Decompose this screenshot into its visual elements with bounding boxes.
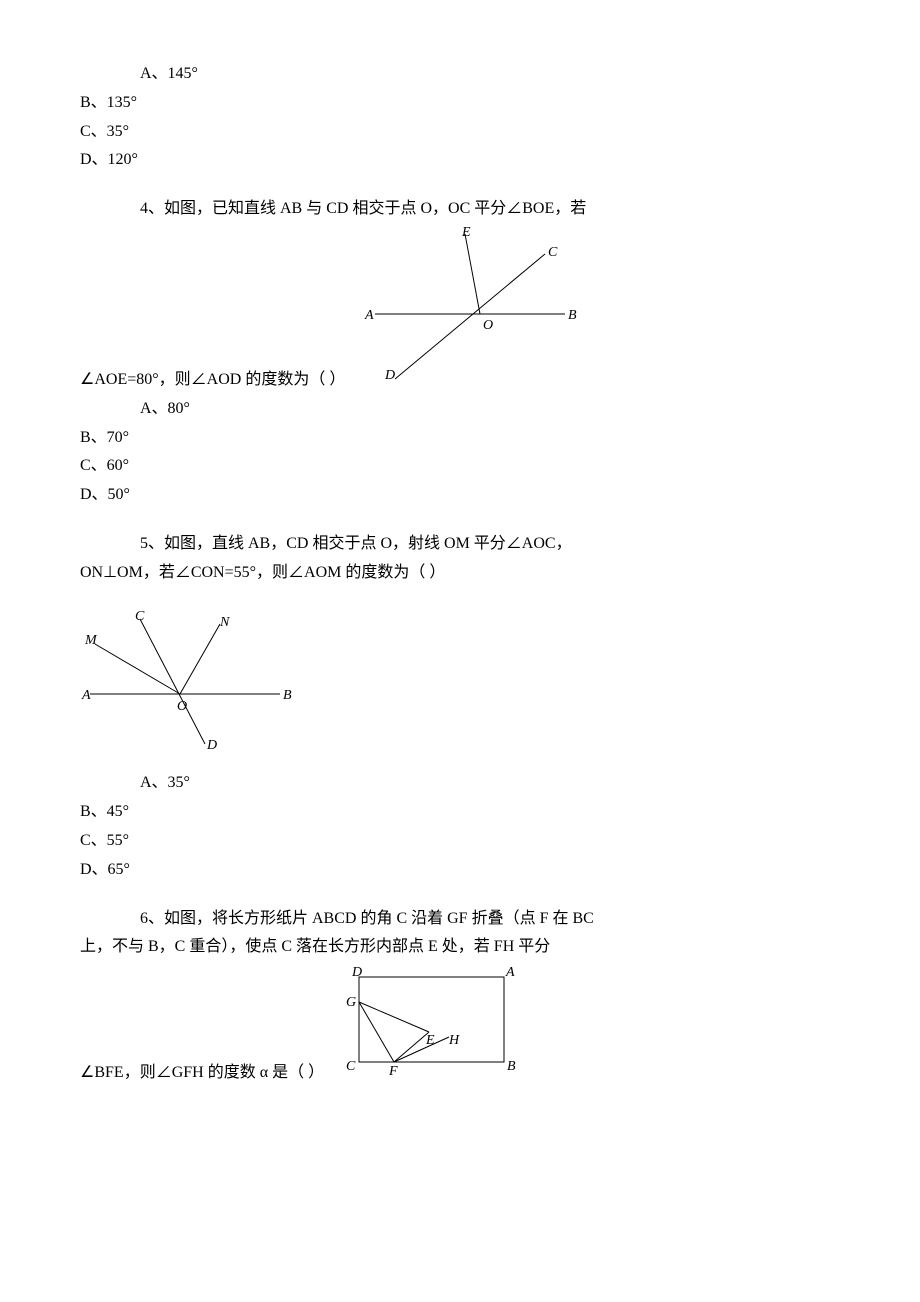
- q4-option-b: B、70°: [80, 424, 840, 453]
- q6-label-g: G: [346, 995, 356, 1010]
- q6-label-a: A: [505, 965, 515, 980]
- q6-text-line2: 上，不与 B，C 重合），使点 C 落在长方形内部点 E 处，若 FH 平分: [80, 933, 840, 962]
- q4-option-a: A、80°: [140, 395, 840, 424]
- q4-label-c: C: [548, 245, 558, 260]
- q5-label-d: D: [206, 738, 217, 753]
- q6-label-b: B: [507, 1059, 516, 1074]
- q6-label-f: F: [388, 1064, 398, 1077]
- q4-label-o: O: [483, 318, 493, 333]
- q4-text-part2: ∠AOE=80°，则∠AOD 的度数为（ ）: [80, 366, 345, 395]
- q5-label-m: M: [84, 633, 98, 648]
- q5-diagram-svg: C N M A O B D: [80, 604, 300, 754]
- q3-option-d: D、120°: [80, 146, 840, 175]
- q4-label-e: E: [461, 225, 471, 240]
- q5-label-n: N: [219, 615, 230, 630]
- q5-option-b: B、45°: [80, 798, 840, 827]
- q6-figure: D A G E H C F B: [334, 962, 524, 1088]
- q6-text-line3: ∠BFE，则∠GFH 的度数 α 是（ ）: [80, 1059, 324, 1088]
- q4-label-a: A: [364, 308, 374, 323]
- q4-figure: E C A O B D: [355, 224, 585, 395]
- q6-text-line1: 6、如图，将长方形纸片 ABCD 的角 C 沿着 GF 折叠（点 F 在 BC: [80, 905, 840, 934]
- q5-label-b: B: [283, 688, 292, 703]
- q3-option-b: B、135°: [80, 89, 840, 118]
- q5-label-a: A: [81, 688, 91, 703]
- q5-option-d: D、65°: [80, 856, 840, 885]
- q4-option-c: C、60°: [80, 452, 840, 481]
- q4-block: 4、如图，已知直线 AB 与 CD 相交于点 O，OC 平分∠BOE，若 ∠AO…: [80, 195, 840, 510]
- q5-text-line1: 5、如图，直线 AB，CD 相交于点 O，射线 OM 平分∠AOC，: [80, 530, 840, 559]
- q5-figure: C N M A O B D: [80, 604, 840, 765]
- q6-diagram-svg: D A G E H C F B: [334, 962, 524, 1077]
- q6-label-e: E: [425, 1033, 435, 1048]
- q3-option-c: C、35°: [80, 118, 840, 147]
- q6-label-d: D: [351, 965, 362, 980]
- q6-block: 6、如图，将长方形纸片 ABCD 的角 C 沿着 GF 折叠（点 F 在 BC …: [80, 905, 840, 1088]
- q6-label-h: H: [448, 1033, 460, 1048]
- q5-block: 5、如图，直线 AB，CD 相交于点 O，射线 OM 平分∠AOC， ON⊥OM…: [80, 530, 840, 885]
- q4-label-b: B: [568, 308, 577, 323]
- q5-label-o: O: [177, 699, 187, 714]
- q4-option-d: D、50°: [80, 481, 840, 510]
- q5-option-a: A、35°: [140, 769, 840, 798]
- q5-label-c: C: [135, 609, 145, 624]
- q4-text-part1: 4、如图，已知直线 AB 与 CD 相交于点 O，OC 平分∠BOE，若: [80, 195, 840, 224]
- q6-label-c2: C: [346, 1059, 356, 1074]
- q5-text-line2: ON⊥OM，若∠CON=55°，则∠AOM 的度数为（ ）: [80, 559, 840, 588]
- q4-diagram-svg: E C A O B D: [355, 224, 585, 384]
- q4-label-d: D: [384, 368, 395, 383]
- q3-options: A、145° B、135° C、35° D、120°: [80, 60, 840, 175]
- q5-option-c: C、55°: [80, 827, 840, 856]
- q3-option-a: A、145°: [140, 60, 840, 89]
